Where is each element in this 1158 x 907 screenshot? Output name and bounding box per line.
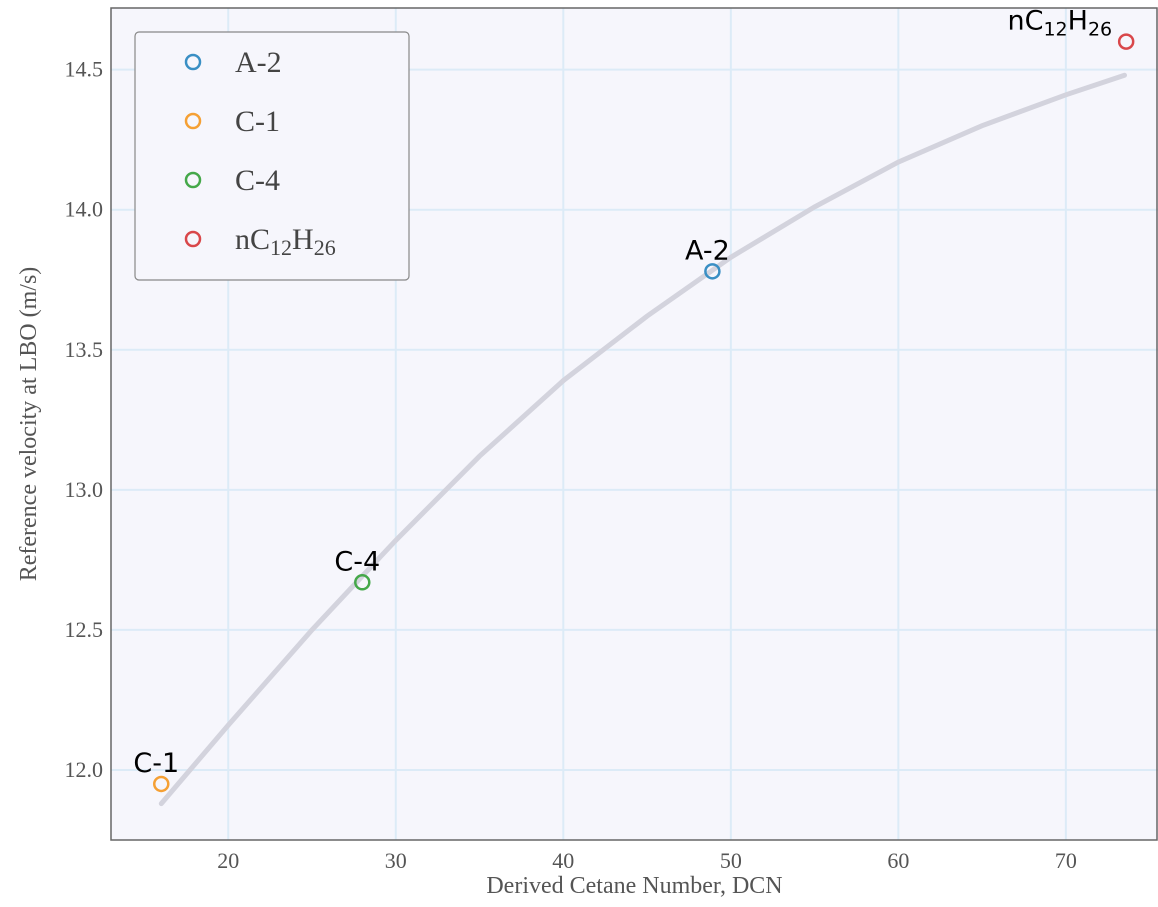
tick-labels: 20 30 40 50 60 70 12.0 12.5 13.0 13.5 14.0 14.5 bbox=[65, 57, 1077, 873]
x-tick-label: 70 bbox=[1055, 848, 1077, 873]
legend-marker bbox=[184, 53, 202, 71]
legend-entry: C-1 bbox=[235, 105, 280, 138]
legend-marker bbox=[184, 112, 202, 130]
point-annotation: C-4 bbox=[334, 546, 380, 577]
x-tick-label: 50 bbox=[720, 848, 742, 873]
fit-curve bbox=[158, 72, 1127, 807]
data-points bbox=[153, 33, 1135, 793]
x-tick-label: 20 bbox=[217, 848, 239, 873]
legend: A-2 C-1 C-4 nC12H26 bbox=[134, 31, 410, 281]
x-tick-label: 40 bbox=[552, 848, 574, 873]
y-tick-label: 13.5 bbox=[65, 337, 104, 362]
point-annotations: A-2 C-1 C-4 nC12H26 bbox=[133, 6, 1112, 779]
fit-curve-layer bbox=[158, 72, 1127, 807]
legend-marker bbox=[184, 230, 202, 248]
data-point bbox=[354, 574, 371, 591]
y-tick-label: 12.5 bbox=[65, 617, 104, 642]
data-point bbox=[1117, 33, 1135, 50]
legend-entry: C-4 bbox=[235, 164, 280, 197]
y-tick-label: 14.0 bbox=[65, 197, 104, 222]
legend-entry: nC12H26 bbox=[235, 223, 336, 260]
point-annotation: nC12H26 bbox=[1008, 6, 1113, 41]
x-tick-label: 60 bbox=[887, 848, 909, 873]
point-annotation: A-2 bbox=[685, 235, 730, 266]
y-tick-label: 12.0 bbox=[65, 757, 104, 782]
y-tick-label: 13.0 bbox=[65, 477, 104, 502]
legend-entry: A-2 bbox=[235, 46, 282, 79]
legend-box bbox=[134, 31, 410, 281]
y-axis-label: Reference velocity at LBO (m/s) bbox=[16, 267, 42, 582]
data-point bbox=[704, 263, 721, 280]
data-point bbox=[153, 775, 170, 793]
y-tick-label: 14.5 bbox=[65, 57, 104, 82]
legend-marker bbox=[184, 171, 202, 189]
x-tick-label: 30 bbox=[385, 848, 407, 873]
x-axis-label: Derived Cetane Number, DCN bbox=[486, 873, 782, 899]
point-annotation: C-1 bbox=[133, 748, 179, 779]
plot-frame bbox=[110, 7, 1158, 841]
grid bbox=[111, 8, 1158, 840]
